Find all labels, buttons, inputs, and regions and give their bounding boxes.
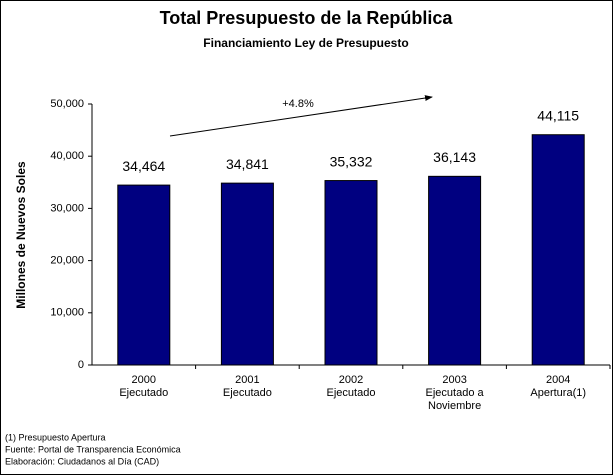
value-label: 34,464 — [122, 158, 165, 174]
x-tick-label: Ejecutado — [119, 387, 168, 399]
y-tick-label: 40,000 — [50, 150, 84, 162]
x-tick-label: Apertura(1) — [530, 387, 586, 399]
trend-arrow — [169, 95, 433, 137]
footnote: (1) Presupuesto Apertura — [5, 432, 106, 442]
chart-title: Total Presupuesto de la República — [160, 8, 454, 28]
bar — [324, 180, 378, 366]
x-tick-label: 2003 — [442, 374, 466, 386]
y-tick-label: 20,000 — [50, 255, 84, 267]
value-label: 44,115 — [537, 107, 579, 123]
x-tick-label: Noviembre — [428, 400, 481, 412]
footnote: Fuente: Portal de Transparencia Económic… — [5, 444, 181, 454]
bar — [220, 182, 274, 366]
value-label: 35,332 — [330, 153, 373, 169]
y-tick-label: 30,000 — [50, 202, 84, 214]
bar — [117, 184, 171, 366]
y-axis-label: Millones de Nuevos Soles — [14, 161, 28, 309]
footnote: Elaboración: Ciudadanos al Día (CAD) — [5, 456, 159, 466]
bar — [531, 134, 585, 366]
x-tick-label: Ejecutado — [327, 387, 376, 399]
value-label: 36,143 — [433, 149, 476, 165]
bar — [428, 175, 482, 366]
y-tick-label: 10,000 — [50, 307, 84, 319]
x-tick-label: Ejecutado — [223, 387, 272, 399]
x-tick-label: 2000 — [132, 374, 156, 386]
x-tick-label: 2004 — [546, 374, 570, 386]
x-tick-label: 2001 — [235, 374, 259, 386]
x-tick-label: Ejecutado a — [426, 387, 485, 399]
x-tick-label: 2002 — [339, 374, 363, 386]
y-tick-label: 50,000 — [50, 98, 84, 110]
annotation: +4.8% — [282, 98, 314, 110]
chart-subtitle: Financiamiento Ley de Presupuesto — [203, 36, 408, 50]
value-label: 34,841 — [226, 156, 269, 172]
y-tick-label: 0 — [78, 359, 84, 371]
